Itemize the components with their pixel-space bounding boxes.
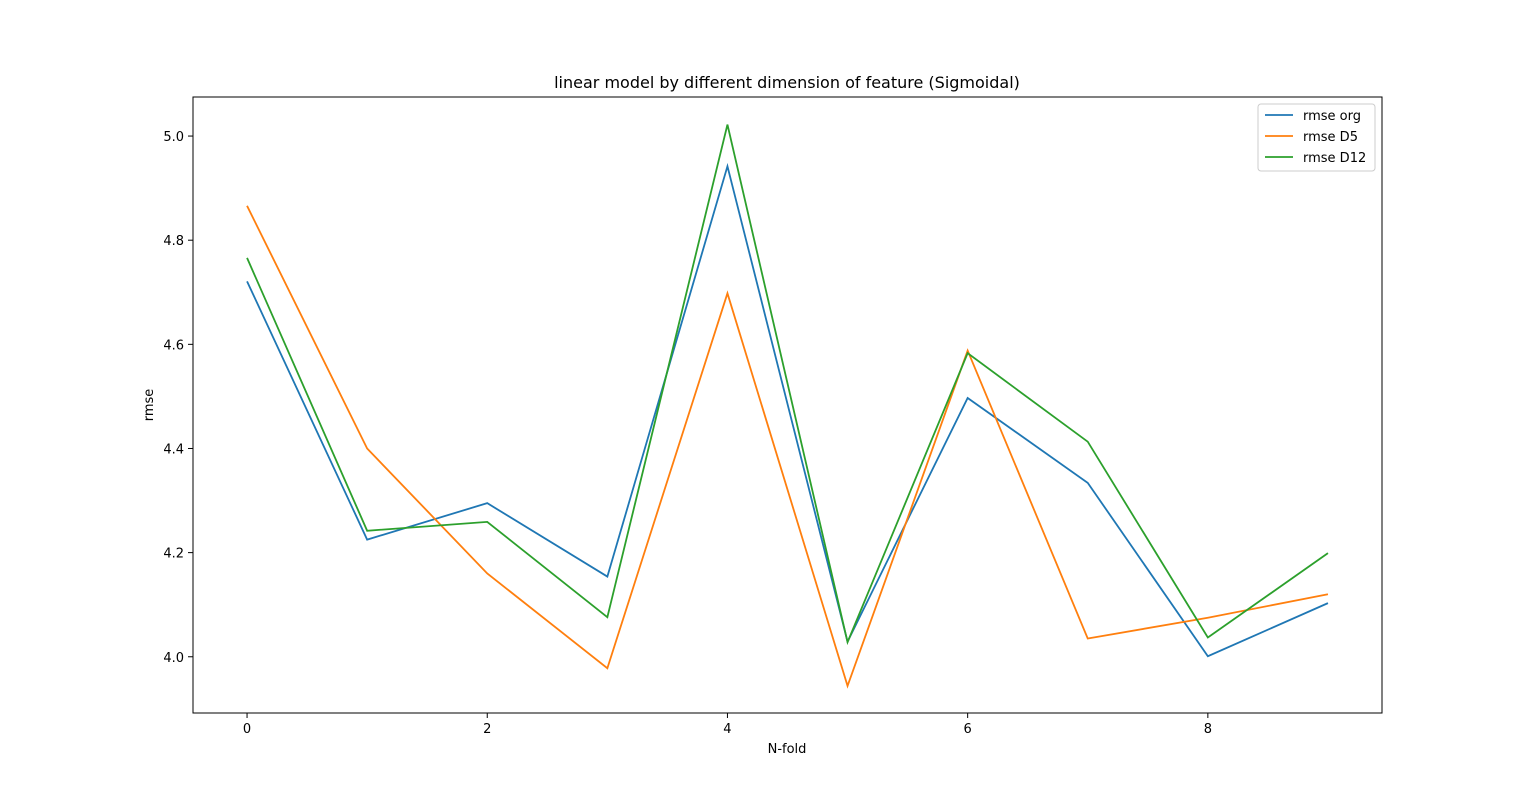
legend-label: rmse D12 [1303, 151, 1366, 166]
x-axis-label: N-fold [768, 742, 807, 757]
series-line-rmse-d12 [246, 124, 1329, 646]
series-lines [246, 124, 1329, 689]
x-tick-label: 6 [964, 722, 972, 737]
plot-area-frame [192, 96, 1383, 714]
series-line-rmse-d5 [246, 205, 1329, 689]
x-tick-label: 8 [1204, 722, 1212, 737]
legend: rmse org rmse D5 rmse D12 [1257, 103, 1376, 172]
y-tick-label: 4.8 [163, 234, 184, 249]
chart-title: linear model by different dimension of f… [554, 73, 1020, 92]
x-tick-label: 4 [723, 722, 731, 737]
y-tick-label: 4.0 [163, 651, 184, 666]
legend-label: rmse org [1303, 109, 1361, 124]
x-tick-label: 2 [483, 722, 491, 737]
y-tick-label: 5.0 [163, 130, 184, 145]
legend-frame [1257, 103, 1376, 172]
y-tick-label: 4.4 [163, 442, 184, 457]
y-axis-label: rmse [142, 389, 157, 422]
y-tick-label: 4.6 [163, 338, 184, 353]
x-tick-label: 0 [243, 722, 251, 737]
legend-label: rmse D5 [1303, 130, 1358, 145]
series-line-rmse-org [246, 162, 1329, 658]
y-tick-label: 4.2 [163, 547, 184, 562]
y-axis-ticks: 4.0 4.2 4.4 4.6 4.8 5.0 [163, 130, 193, 666]
x-axis-ticks: 0 2 4 6 8 [243, 713, 1212, 737]
